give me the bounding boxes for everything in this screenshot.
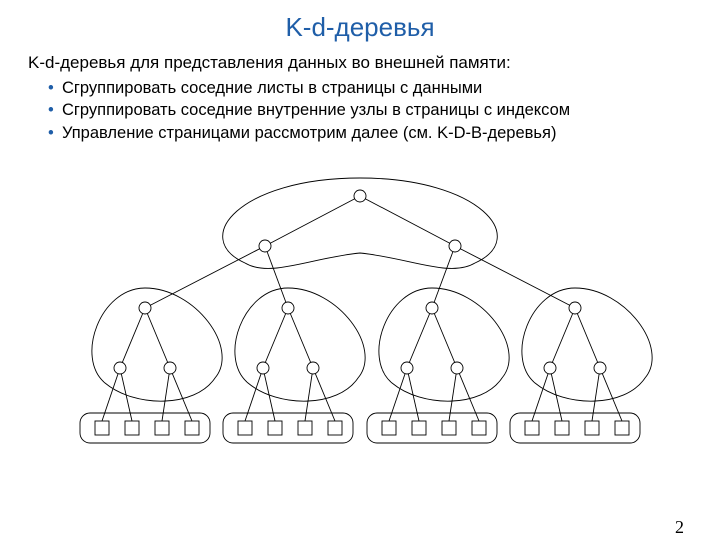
leaf-node (585, 421, 599, 435)
internal-node (594, 362, 606, 374)
bullet-list: Сгруппировать соседние листы в страницы … (48, 77, 700, 144)
kd-tree-diagram (40, 158, 680, 468)
leaf-node (472, 421, 486, 435)
tree-edge (432, 308, 457, 368)
leaf-node (615, 421, 629, 435)
internal-node (307, 362, 319, 374)
tree-edge (265, 196, 360, 246)
internal-node (114, 362, 126, 374)
internal-node (139, 302, 151, 314)
tree-edge (455, 246, 575, 308)
leaf-node (382, 421, 396, 435)
tree-edge (575, 308, 600, 368)
leaf-node (442, 421, 456, 435)
internal-node (569, 302, 581, 314)
index-page-group (235, 288, 365, 401)
internal-node (449, 240, 461, 252)
internal-node (257, 362, 269, 374)
tree-edge (145, 246, 265, 308)
leaf-node (268, 421, 282, 435)
tree-edge (263, 308, 288, 368)
page-title: K-d-деревья (0, 12, 720, 43)
page-number: 2 (675, 517, 684, 538)
internal-node (426, 302, 438, 314)
tree-edge (120, 308, 145, 368)
internal-node (282, 302, 294, 314)
leaf-node (238, 421, 252, 435)
internal-node (164, 362, 176, 374)
tree-edge (360, 196, 455, 246)
leaf-node (155, 421, 169, 435)
leaf-node (328, 421, 342, 435)
index-page-group (92, 288, 222, 401)
intro-text: K-d-деревья для представления данных во … (28, 53, 700, 73)
internal-node (401, 362, 413, 374)
internal-node (354, 190, 366, 202)
internal-node (544, 362, 556, 374)
leaf-node (185, 421, 199, 435)
bullet-item: Управление страницами рассмотрим далее (… (48, 122, 700, 144)
index-page-group (522, 288, 652, 401)
tree-edge (265, 246, 288, 308)
leaf-node (525, 421, 539, 435)
leaf-node (412, 421, 426, 435)
tree-edge (145, 308, 170, 368)
bullet-item: Сгруппировать соседние листы в страницы … (48, 77, 700, 99)
index-page-group (379, 288, 509, 401)
leaf-node (95, 421, 109, 435)
internal-node (451, 362, 463, 374)
tree-edge (407, 308, 432, 368)
leaf-node (298, 421, 312, 435)
tree-edge (288, 308, 313, 368)
bullet-item: Сгруппировать соседние внутренние узлы в… (48, 99, 700, 121)
leaf-node (555, 421, 569, 435)
tree-edge (550, 308, 575, 368)
tree-edge (432, 246, 455, 308)
leaf-node (125, 421, 139, 435)
internal-node (259, 240, 271, 252)
